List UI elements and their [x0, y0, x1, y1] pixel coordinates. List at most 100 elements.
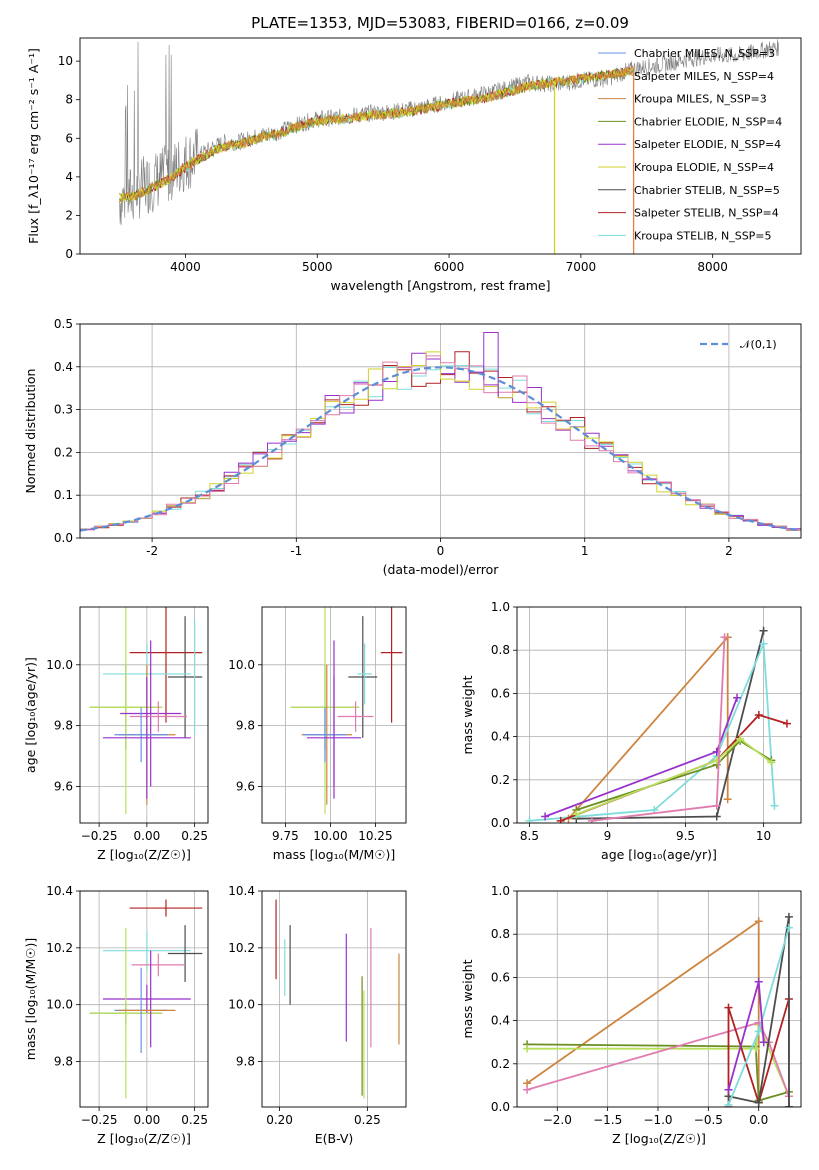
plot-area [80, 332, 801, 532]
mass-weight-marker [754, 1098, 763, 1107]
panel-spectrum: 4000 5000 6000 7000 8000 0 2 4 6 8 10 wavelength [A… [26, 14, 802, 293]
chart-title: PLATE=1353, MJD=53083, FIBERID=0166, z=0… [251, 14, 629, 32]
y-tick-label: 0.2 [491, 1057, 510, 1071]
x-tick-label: 2 [725, 544, 733, 558]
normal-curve [80, 366, 801, 532]
errorbar-point [129, 899, 203, 917]
axes-frame [261, 890, 407, 1108]
y-tick-label: 0.3 [54, 403, 73, 417]
model-spectrum-line [119, 64, 634, 200]
x-tick-label: 10.00 [313, 829, 347, 843]
mass-weight-line [544, 697, 738, 818]
errorbar-point [131, 953, 186, 977]
y-tick-label: 8 [65, 93, 73, 107]
axes-frame [79, 606, 209, 824]
data-spectrum-line [119, 39, 779, 226]
mass-weight-marker [784, 923, 793, 932]
x-tick-label: 9 [604, 829, 612, 843]
errorbar-point [120, 640, 182, 787]
y-tick-label: 10.4 [228, 884, 255, 898]
x-tick-label: 7000 [566, 260, 597, 274]
x-tick-label: 10.25 [358, 829, 392, 843]
y-tick-label: 9.6 [54, 779, 73, 793]
axes-frame [516, 606, 802, 824]
errorbar-point [114, 707, 168, 763]
x-tick-label: 0.25 [181, 1113, 208, 1127]
x-tick-label: 5000 [302, 260, 333, 274]
y-tick-label: 1.0 [491, 600, 510, 614]
panel-age-vs-mass: 9.75 10.00 10.25 9.6 9.8 10.0 mass [log₁₀(M/M☉… [228, 606, 407, 862]
mass-weight-marker [723, 795, 732, 804]
legend: 𝒩(0,1) [700, 338, 777, 351]
mass-weight-marker [572, 810, 581, 819]
axes-frame [516, 890, 802, 1108]
errorbar-point [357, 643, 372, 705]
y-tick-label: 10.2 [228, 941, 255, 955]
mass-weight-line [567, 636, 729, 820]
mass-weight-marker [523, 1085, 532, 1094]
y-tick-label: 9.8 [54, 1055, 73, 1069]
x-axis-label: wavelength [Angstrom, rest frame] [330, 278, 550, 293]
errorbar-point [89, 927, 163, 1099]
mass-weight-marker [724, 1085, 733, 1094]
x-tick-label: 0.00 [134, 1113, 161, 1127]
errorbar-point [167, 925, 203, 982]
panel-age-vs-Z: −0.25 0.00 0.25 9.6 9.8 10.0 Z [log₁₀(Z/Z☉)] ag… [23, 606, 209, 862]
panel-residuals: -2 -1 0 1 2 0.0 0.1 0.2 0.3 0.4 0.5 (data-model)/er… [23, 317, 802, 577]
y-tick-label: 0.6 [491, 970, 510, 984]
y-tick-label: 10.0 [46, 658, 73, 672]
y-tick-label: 9.6 [236, 779, 255, 793]
x-tick-label: 0 [437, 544, 445, 558]
y-tick-label: 0.0 [54, 531, 73, 545]
x-tick-label: 9.75 [272, 829, 299, 843]
y-axis-label: Normed distribution [23, 369, 38, 494]
mass-weight-line [526, 920, 760, 1103]
y-tick-label: 0.1 [54, 488, 73, 502]
plot-area [119, 39, 779, 254]
x-axis-label: (data-model)/error [383, 562, 500, 577]
model-spectrum-line [119, 66, 634, 202]
x-tick-label: −1.5 [593, 1113, 622, 1127]
errorbar-point [129, 607, 203, 723]
x-axis-label: age [log₁₀(age/yr)] [601, 847, 717, 862]
x-tick-label: −2.0 [543, 1113, 572, 1127]
x-axis-label: E(B-V) [315, 1131, 354, 1146]
x-tick-label: 6000 [434, 260, 465, 274]
y-axis-label: Flux [f_λ10⁻¹⁷ erg cm⁻² s⁻¹ A⁻¹] [26, 48, 41, 244]
mass-weight-line [728, 916, 790, 1107]
y-tick-label: 0.2 [491, 773, 510, 787]
mass-weight-marker [724, 1100, 733, 1107]
y-tick-label: 2 [65, 208, 73, 222]
errorbar-point [102, 984, 191, 1014]
errorbar-point [167, 616, 203, 738]
residual-histogram [483, 332, 499, 397]
mass-weight-marker [770, 801, 779, 810]
plot-area [275, 899, 400, 1099]
y-tick-label: 10 [58, 54, 73, 68]
axes-frame [79, 890, 209, 1108]
axes-frame [261, 606, 407, 824]
panel-mass-vs-Z: −0.25 0.00 0.25 9.8 10.0 10.2 10.4 Z [log₁₀(Z/Z… [23, 884, 209, 1146]
legend-label: Salpeter STELIB, N_SSP=4 [634, 207, 779, 220]
y-tick-label: 0.8 [491, 643, 510, 657]
mass-weight-marker [754, 977, 763, 986]
model-spectrum-line [119, 66, 634, 204]
x-tick-label: 1 [581, 544, 589, 558]
x-tick-label: 0.25 [181, 829, 208, 843]
x-axis-label: Z [log₁₀(Z/Z☉)] [612, 1131, 706, 1146]
y-tick-label: 0.0 [491, 816, 510, 830]
mass-weight-line [527, 1043, 790, 1102]
legend-label: Chabrier MILES, N_SSP=3 [634, 47, 775, 60]
x-tick-label: 0.00 [134, 829, 161, 843]
y-tick-label: 9.8 [236, 719, 255, 733]
y-tick-label: 0.8 [491, 927, 510, 941]
mass-weight-line [575, 737, 772, 816]
y-tick-label: 4 [65, 170, 73, 184]
mass-weight-marker [523, 1044, 532, 1053]
mass-weight-marker [525, 816, 534, 823]
y-tick-label: 0.4 [54, 360, 73, 374]
errorbar-point [348, 616, 378, 738]
mass-weight-marker [556, 816, 565, 823]
mass-weight-marker [733, 693, 742, 702]
